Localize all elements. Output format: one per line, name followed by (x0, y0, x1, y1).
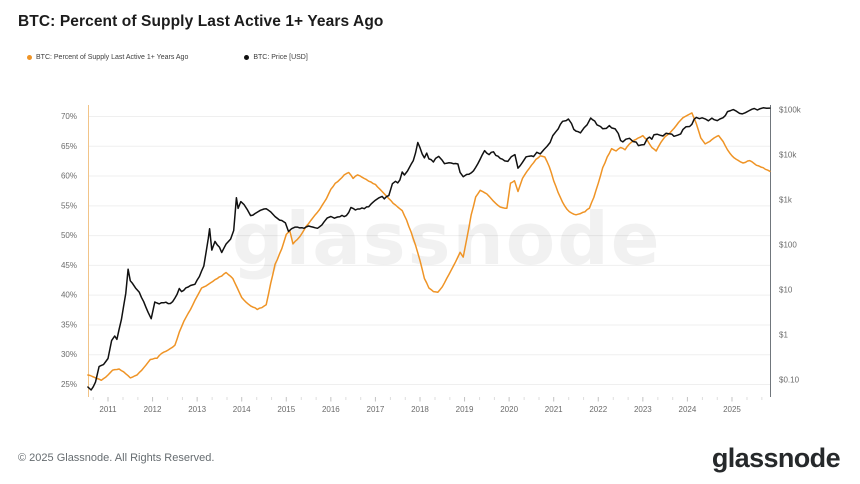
y-axis-label-percent: 45% (61, 261, 77, 270)
y-axis-label-percent: 50% (61, 231, 77, 240)
page-title: BTC: Percent of Supply Last Active 1+ Ye… (18, 13, 384, 30)
watermark-text: glassnode (232, 197, 662, 281)
y-axis-label-price: $0.10 (779, 376, 800, 385)
series-line-supply[interactable] (87, 112, 771, 382)
y-axis-label-percent: 35% (61, 320, 77, 329)
x-axis-label: 2017 (367, 405, 385, 414)
x-axis-label: 2011 (99, 405, 117, 414)
x-axis-label: 2020 (500, 405, 518, 414)
x-axis-label: 2012 (144, 405, 162, 414)
y-axis-label-percent: 40% (61, 291, 77, 300)
x-axis-label: 2018 (411, 405, 429, 414)
y-axis-label-percent: 55% (61, 201, 77, 210)
chart-legend: BTC: Percent of Supply Last Active 1+ Ye… (27, 54, 308, 61)
glassnode-logo: glassnode (711, 443, 841, 473)
x-axis-label: 2015 (277, 405, 295, 414)
legend-item-price[interactable]: BTC: Price [USD] (244, 54, 308, 61)
y-axis-label-percent: 65% (61, 142, 77, 151)
y-axis-label-price: $10 (779, 286, 793, 295)
y-axis-label-percent: 70% (61, 112, 77, 121)
x-axis-label: 2013 (188, 405, 206, 414)
legend-item-supply[interactable]: BTC: Percent of Supply Last Active 1+ Ye… (27, 54, 188, 61)
x-axis-label: 2014 (233, 405, 251, 414)
series-line-price[interactable] (87, 107, 771, 391)
copyright-text: © 2025 Glassnode. All Rights Reserved. (18, 452, 215, 464)
y-axis-label-price: $10k (779, 151, 797, 160)
y-axis-label-percent: 60% (61, 172, 77, 181)
x-axis-label: 2023 (634, 405, 652, 414)
legend-dot-orange-icon (27, 55, 32, 60)
legend-label-price: BTC: Price [USD] (253, 54, 308, 61)
x-axis-label: 2021 (545, 405, 563, 414)
legend-label-supply: BTC: Percent of Supply Last Active 1+ Ye… (36, 54, 189, 61)
x-axis-label: 2016 (322, 405, 340, 414)
y-axis-label-percent: 25% (61, 380, 77, 389)
legend-dot-black-icon (244, 55, 250, 60)
x-axis-label: 2024 (679, 405, 697, 414)
y-axis-label-price: $100k (779, 106, 802, 115)
y-axis-label-price: $100 (779, 241, 797, 250)
y-axis-label-price: $1k (779, 196, 793, 205)
x-axis-label: 2025 (723, 405, 741, 414)
y-axis-label-price: $1 (779, 331, 788, 340)
y-axis-label-percent: 30% (61, 350, 77, 359)
x-axis-label: 2022 (589, 405, 607, 414)
x-axis-label: 2019 (456, 405, 474, 414)
